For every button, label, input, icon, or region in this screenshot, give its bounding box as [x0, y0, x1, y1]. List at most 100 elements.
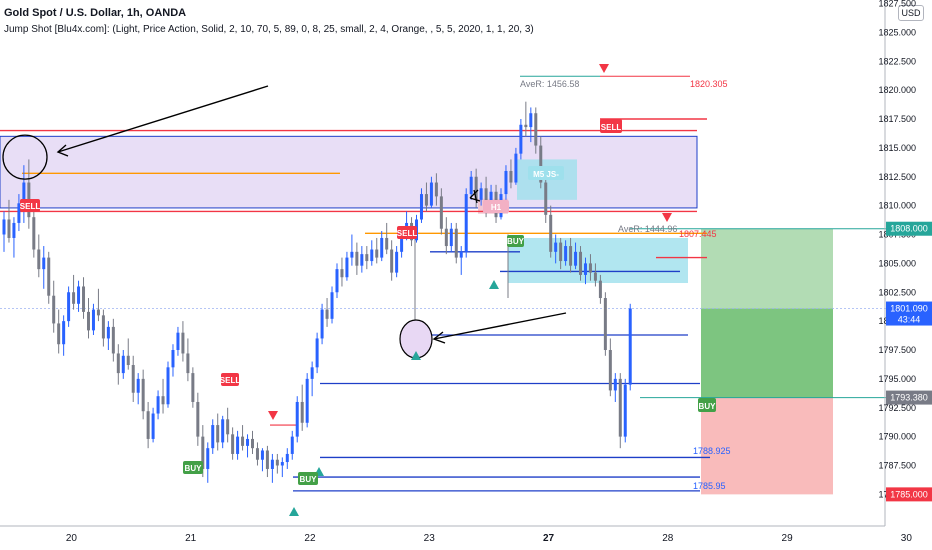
- candle-body: [320, 309, 324, 339]
- candle-body: [270, 459, 274, 469]
- candle-body: [141, 378, 145, 412]
- price-axis-badge: [886, 221, 932, 236]
- candle-body: [156, 396, 160, 414]
- arrow-head-drawing: [432, 331, 446, 344]
- buy-triangle-icon: [489, 280, 499, 289]
- candle-body: [360, 254, 364, 266]
- candle-body: [52, 295, 56, 324]
- sell-triangle-icon: [599, 64, 609, 73]
- currency-button[interactable]: USD: [898, 5, 924, 21]
- candle-body: [101, 315, 105, 339]
- candle-body: [330, 292, 334, 319]
- price-axis-badge: [886, 390, 932, 405]
- candle-body: [593, 272, 597, 281]
- time-tick-label: 27: [543, 533, 555, 544]
- candle-body: [136, 378, 140, 393]
- candle-body: [544, 182, 548, 215]
- candle-body: [37, 249, 41, 270]
- price-annotation: 1820.305: [690, 79, 728, 89]
- buy-label-bg: [698, 398, 716, 412]
- time-tick-label: 20: [66, 533, 78, 544]
- candle-body: [82, 286, 86, 312]
- candle-body: [226, 419, 230, 435]
- candle-body: [583, 263, 587, 275]
- price-tick-label: 1822.500: [878, 56, 916, 66]
- candle-body: [340, 269, 344, 278]
- candle-body: [365, 254, 369, 262]
- price-tick-label: 1797.500: [878, 345, 916, 355]
- candle-body: [370, 249, 374, 262]
- candle-body: [613, 378, 617, 391]
- candle-body: [449, 228, 453, 247]
- candle-body: [151, 413, 155, 439]
- candle-body: [424, 194, 428, 206]
- candle-body: [32, 217, 36, 250]
- candle-body: [221, 419, 225, 443]
- candle-body: [603, 298, 607, 350]
- sell-triangle-icon: [662, 213, 672, 222]
- h1-label-bg: [483, 200, 509, 213]
- candle-body: [260, 450, 264, 460]
- candle-body: [434, 182, 438, 197]
- candle-body: [608, 350, 612, 391]
- candle-body: [116, 353, 120, 374]
- arrow-drawing: [433, 312, 567, 340]
- price-tick-label: 1812.500: [878, 172, 916, 182]
- candle-body: [395, 251, 399, 273]
- candle-body: [514, 153, 518, 183]
- sell-label-bg: [397, 226, 417, 239]
- candle-body: [96, 309, 100, 316]
- candle-body: [206, 448, 210, 469]
- aver-label: AveR: 1456.58: [520, 79, 579, 89]
- candle-body: [489, 191, 493, 208]
- candle-body: [325, 309, 329, 319]
- candle-body: [504, 170, 508, 195]
- target-zone: [701, 228, 833, 309]
- countdown-label: 43:44: [898, 315, 921, 325]
- buy-label: BUY: [300, 475, 318, 484]
- candle-body: [524, 124, 528, 128]
- candle-body: [216, 425, 220, 443]
- candle-body: [57, 323, 61, 345]
- arrow-drawing: [57, 85, 269, 153]
- demand-zone: [508, 237, 688, 284]
- candle-body: [474, 176, 478, 200]
- buy-label-bg: [298, 472, 318, 485]
- candle-body: [618, 378, 622, 437]
- candle-body: [439, 196, 443, 229]
- buy-triangle-icon: [411, 351, 421, 360]
- candle-body: [390, 249, 394, 273]
- aver-label: AveR: 1444.96: [618, 224, 677, 234]
- candle-body: [7, 219, 11, 238]
- price-tick-label: 1820.000: [878, 85, 916, 95]
- candle-body: [91, 309, 95, 331]
- price-tick-label: 1787.500: [878, 461, 916, 471]
- price-tick-label: 1815.000: [878, 143, 916, 153]
- candle-body: [429, 182, 433, 206]
- circle-drawing: [2, 134, 48, 180]
- candle-body: [479, 188, 483, 200]
- candle-body: [335, 269, 339, 293]
- buy-label: BUY: [185, 464, 203, 473]
- price-axis-badge: [886, 301, 932, 326]
- candle-body: [534, 113, 538, 146]
- candle-body: [22, 182, 26, 204]
- candle-body: [300, 401, 304, 423]
- time-tick-label: 30: [901, 533, 913, 544]
- candle-body: [275, 459, 279, 466]
- price-tick-label: 1825.000: [878, 27, 916, 37]
- candle-body: [529, 113, 533, 128]
- candle-body: [564, 246, 568, 262]
- candle-body: [126, 355, 130, 366]
- candle-body: [539, 145, 543, 183]
- time-tick-label: 21: [185, 533, 197, 544]
- candle-body: [588, 263, 592, 273]
- m5-label-bg: [528, 166, 564, 180]
- price-tick-label: 1790.000: [878, 432, 916, 442]
- candle-body: [231, 434, 235, 454]
- indicator-legend[interactable]: Jump Shot [Blu4x.com]: (Light, Price Act…: [4, 24, 534, 35]
- candle-body: [295, 401, 299, 437]
- price-axis-label: 1785.000: [890, 489, 928, 499]
- candle-body: [554, 242, 558, 252]
